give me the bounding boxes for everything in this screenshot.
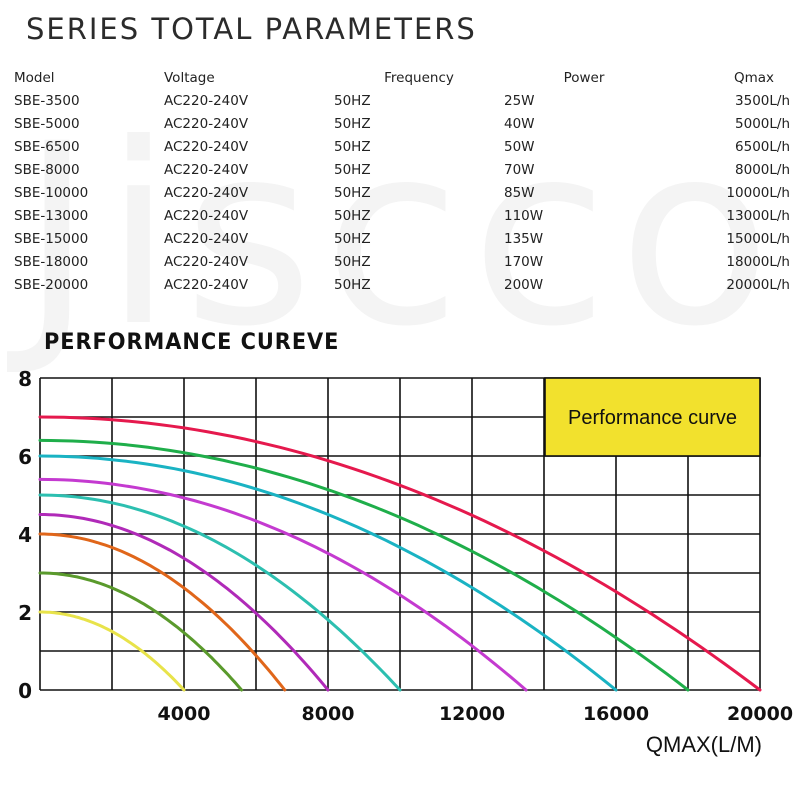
header-voltage: Voltage [164, 69, 215, 86]
series-line [38, 610, 186, 692]
cell-voltage: AC220-240V [164, 92, 249, 109]
x-tick-label: 12000 [439, 703, 505, 725]
table-row: SBE-15000 AC220-240V 50HZ 135W 15000L/h [14, 227, 790, 250]
y-tick-label: 4 [18, 523, 32, 547]
cell-power: 40W [504, 115, 535, 132]
x-tick-label: 4000 [158, 703, 211, 725]
cell-frequency: 50HZ [334, 161, 371, 178]
cell-model: SBE-13000 [14, 207, 89, 224]
cell-frequency: 50HZ [334, 115, 371, 132]
table-header-row: Model Voltage Frequency Power Qmax [14, 66, 790, 89]
header-frequency: Frequency [384, 69, 454, 86]
series-line [38, 477, 528, 692]
cell-voltage: AC220-240V [164, 138, 249, 155]
cell-power: 135W [504, 230, 544, 247]
cell-model: SBE-5000 [14, 115, 80, 132]
cell-frequency: 50HZ [334, 138, 371, 155]
cell-model: SBE-8000 [14, 161, 80, 178]
cell-frequency: 50HZ [334, 253, 371, 270]
table-row: SBE-6500 AC220-240V 50HZ 50W 6500L/h [14, 135, 790, 158]
cell-frequency: 50HZ [334, 230, 371, 247]
cell-voltage: AC220-240V [164, 115, 249, 132]
parameters-table: Model Voltage Frequency Power Qmax SBE-3… [14, 66, 790, 296]
table-row: SBE-3500 AC220-240V 50HZ 25W 3500L/h [14, 89, 790, 112]
series-line [38, 454, 618, 692]
header-qmax: Qmax [733, 69, 774, 86]
cell-power: 85W [504, 184, 535, 201]
cell-voltage: AC220-240V [164, 276, 249, 293]
table-row: SBE-8000 AC220-240V 50HZ 70W 8000L/h [14, 158, 790, 181]
cell-model: SBE-15000 [14, 230, 89, 247]
table-row: SBE-5000 AC220-240V 50HZ 40W 5000L/h [14, 112, 790, 135]
y-tick-label: 0 [18, 679, 32, 703]
series-line [38, 571, 244, 692]
legend-box-label: Performance curve [568, 407, 737, 429]
x-tick-label: 20000 [727, 703, 793, 725]
cell-model: SBE-3500 [14, 92, 80, 109]
table-row: SBE-20000 AC220-240V 50HZ 200W 20000L/h [14, 273, 790, 296]
cell-qmax: 13000L/h [726, 207, 790, 224]
y-tick-label: 6 [18, 445, 32, 469]
table-row: SBE-18000 AC220-240V 50HZ 170W 18000L/h [14, 250, 790, 273]
cell-power: 50W [504, 138, 535, 155]
cell-voltage: AC220-240V [164, 161, 249, 178]
cell-power: 200W [504, 276, 544, 293]
cell-model: SBE-20000 [14, 276, 89, 293]
series-line [38, 493, 402, 692]
cell-voltage: AC220-240V [164, 184, 249, 201]
cell-qmax: 15000L/h [726, 230, 790, 247]
cell-power: 110W [504, 207, 544, 224]
cell-frequency: 50HZ [334, 207, 371, 224]
cell-frequency: 50HZ [334, 184, 371, 201]
series-line [38, 513, 330, 692]
legend-box [544, 377, 761, 457]
cell-voltage: AC220-240V [164, 230, 249, 247]
series-line [38, 532, 287, 692]
cell-qmax: 3500L/h [735, 92, 790, 109]
table-row: SBE-10000 AC220-240V 50HZ 85W 10000L/h [14, 181, 790, 204]
cell-power: 70W [504, 161, 535, 178]
cell-voltage: AC220-240V [164, 253, 249, 270]
cell-qmax: 20000L/h [726, 276, 790, 293]
performance-chart: Performance curve 0 2 4 6 8 4000 8000 12000 16000… [18, 367, 793, 725]
cell-frequency: 50HZ [334, 276, 371, 293]
page-title: SERIES TOTAL PARAMETERS [26, 12, 477, 46]
x-tick-label: 8000 [302, 703, 355, 725]
cell-qmax: 5000L/h [735, 115, 790, 132]
cell-voltage: AC220-240V [164, 207, 249, 224]
cell-model: SBE-10000 [14, 184, 89, 201]
x-axis-title: QMAX(L/M) [645, 732, 762, 757]
watermark-text: Jiscco [20, 90, 782, 381]
header-model: Model [14, 69, 55, 86]
cell-qmax: 6500L/h [735, 138, 790, 155]
table-row: SBE-13000 AC220-240V 50HZ 110W 13000L/h [14, 204, 790, 227]
cell-qmax: 18000L/h [726, 253, 790, 270]
chart-title: PERFORMANCE CUREVE [44, 330, 340, 355]
header-power: Power [563, 69, 605, 86]
cell-power: 170W [504, 253, 544, 270]
cell-qmax: 8000L/h [735, 161, 790, 178]
cell-qmax: 10000L/h [726, 184, 790, 201]
x-tick-label: 16000 [583, 703, 649, 725]
cell-model: SBE-6500 [14, 138, 80, 155]
cell-power: 25W [504, 92, 535, 109]
y-tick-label: 2 [18, 601, 32, 625]
series-line [38, 438, 690, 692]
y-tick-label: 8 [18, 367, 32, 391]
series-line [38, 415, 762, 692]
cell-frequency: 50HZ [334, 92, 371, 109]
cell-model: SBE-18000 [14, 253, 89, 270]
